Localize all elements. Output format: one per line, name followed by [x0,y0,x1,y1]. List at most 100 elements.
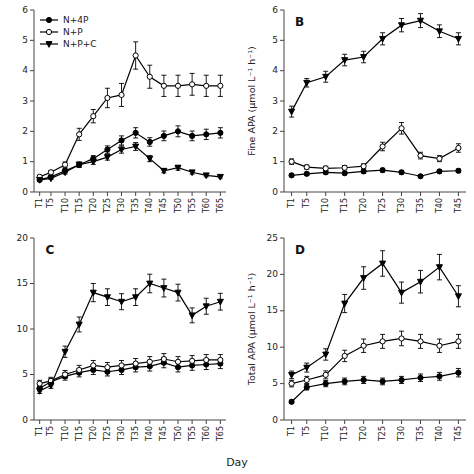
error-bar [63,346,68,357]
error-bar-cap [418,270,423,271]
error-bar-cap [437,352,442,353]
error-bar [105,146,110,153]
error-bar-cap [147,274,152,275]
data-point [342,58,348,64]
error-bar [119,146,124,153]
legend-marker [46,17,51,22]
data-point [175,165,181,171]
error-bar-cap [190,370,195,371]
x-tick [382,192,383,196]
y-tick-label: 0 [272,415,278,425]
x-tick-label: T35 [131,426,140,442]
error-bar [161,131,166,141]
data-point [380,379,385,384]
error-bar [147,138,152,146]
y-tick-label: 5 [272,378,278,388]
error-bar [380,142,385,150]
error-bar-cap [380,348,385,349]
y-axis-line [284,238,285,420]
series-line [40,284,221,391]
error-bar [361,170,366,174]
error-bar-cap [63,357,68,358]
data-point [380,261,386,267]
error-bar [105,289,110,306]
data-point [217,174,223,180]
error-bar-cap [204,139,209,140]
error-bar-cap [399,18,404,19]
plot-area [37,274,224,394]
error-bar [161,354,166,365]
error-bar-cap [133,127,138,128]
error-bar [63,372,68,380]
error-bar [437,254,442,279]
data-point [37,177,42,182]
data-point [455,294,461,300]
x-tick-label: T25 [378,198,387,214]
x-tick-label: T20 [359,198,368,214]
x-tick-label: T15 [75,198,84,214]
data-point [218,83,223,88]
error-bar-cap [91,370,96,371]
data-point [161,356,166,361]
error-bar-cap [361,266,366,267]
error-bar-cap [380,334,385,335]
x-tick [192,192,193,196]
y-tick-label: 1 [22,156,28,166]
data-point [455,36,461,42]
error-bar-cap [456,152,461,153]
error-bar [190,356,195,367]
y-tick-label: 4 [272,65,278,75]
x-tick-label: T1 [35,426,44,437]
error-bar-cap [399,331,404,332]
error-bar [289,371,294,379]
series-line [40,359,221,384]
data-point [76,162,82,168]
x-tick [306,192,307,196]
y-tick [30,101,34,102]
error-bar [361,339,366,352]
error-bar-cap [105,362,110,363]
error-bar-cap [361,383,366,384]
y-tick-label: 2 [272,126,278,136]
data-point [304,171,309,176]
data-point [456,370,461,375]
x-tick-label: T35 [416,198,425,214]
error-bar-cap [133,305,138,306]
error-bar-cap [380,150,385,151]
x-tick-label: T20 [89,426,98,442]
error-bar-cap [119,145,124,146]
x-tick-label: T55 [188,198,197,214]
error-bar [289,400,294,403]
x-tick-label: T5 [302,198,311,209]
error-bar [91,284,96,302]
y-tick-label: 3 [272,96,278,106]
error-bar-cap [190,73,195,74]
panel-label: B [295,15,304,29]
error-bar-cap [342,54,347,55]
error-bar-cap [456,44,461,45]
error-bar [204,355,209,366]
error-bar-cap [361,62,366,63]
data-point [37,177,43,183]
data-point [456,145,461,150]
error-bar [323,380,328,386]
x-tick-label: T65 [216,426,225,442]
data-point [323,74,329,80]
error-bar [63,370,68,378]
data-point [456,339,461,344]
data-point [204,83,209,88]
x-tick-label: T5 [302,426,311,437]
error-bar-cap [456,285,461,286]
error-bar-cap [119,360,124,361]
data-point [37,388,43,394]
error-bar-cap [105,375,110,376]
data-point [399,126,404,131]
x-tick [93,192,94,196]
x-tick [192,420,193,424]
error-bar-cap [218,96,223,97]
data-point [342,165,347,170]
data-point [437,156,442,161]
y-tick-label: 3 [22,96,28,106]
y-tick [280,347,284,348]
panel: 0510152025T1T5T10T15T20T25T30T35T40T45To… [246,233,467,443]
